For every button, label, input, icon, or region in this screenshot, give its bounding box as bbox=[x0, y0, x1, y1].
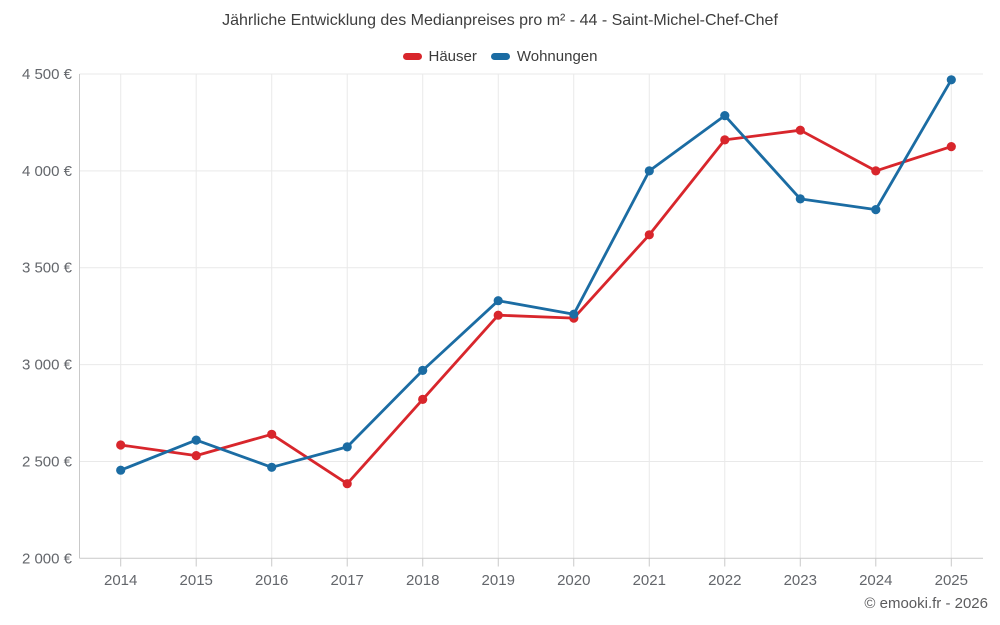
y-axis-tick-label: 2 000 € bbox=[22, 550, 73, 567]
y-axis-tick-label: 4 000 € bbox=[22, 163, 73, 180]
series-point-hauser-2024[interactable] bbox=[871, 166, 881, 176]
x-axis-tick-label: 2015 bbox=[180, 572, 213, 589]
x-axis-tick-label: 2019 bbox=[482, 572, 515, 589]
y-axis-tick-label: 2 500 € bbox=[22, 453, 73, 470]
legend-label-wohnungen: Wohnungen bbox=[516, 47, 598, 65]
series-point-wohnungen-2021[interactable] bbox=[644, 166, 654, 176]
series-point-hauser-2021[interactable] bbox=[644, 230, 654, 240]
y-axis-tick-label: 3 000 € bbox=[22, 357, 73, 374]
x-axis-tick-label: 2018 bbox=[406, 572, 439, 589]
x-axis-tick-label: 2023 bbox=[784, 572, 817, 589]
series-point-wohnungen-2015[interactable] bbox=[191, 435, 201, 445]
series-point-hauser-2023[interactable] bbox=[795, 125, 805, 135]
series-point-wohnungen-2023[interactable] bbox=[795, 194, 805, 204]
series-point-hauser-2018[interactable] bbox=[418, 394, 428, 404]
legend-item-wohnungen[interactable]: Wohnungen bbox=[490, 47, 598, 65]
series-point-hauser-2014[interactable] bbox=[116, 440, 126, 450]
x-axis-tick-label: 2017 bbox=[331, 572, 364, 589]
series-point-hauser-2025[interactable] bbox=[946, 142, 956, 152]
series-point-wohnungen-2024[interactable] bbox=[871, 205, 881, 215]
series-point-hauser-2022[interactable] bbox=[720, 135, 730, 145]
series-point-wohnungen-2020[interactable] bbox=[569, 309, 579, 319]
x-axis-tick-label: 2022 bbox=[708, 572, 741, 589]
chart-title: Jährliche Entwicklung des Medianpreises … bbox=[222, 12, 778, 29]
footer-credit: © emooki.fr - 2026 bbox=[864, 595, 988, 612]
series-line-wohnungen bbox=[119, 78, 953, 472]
series-point-hauser-2016[interactable] bbox=[267, 429, 277, 439]
series-point-wohnungen-2014[interactable] bbox=[116, 465, 126, 475]
series-point-wohnungen-2022[interactable] bbox=[720, 111, 730, 121]
series-point-wohnungen-2016[interactable] bbox=[267, 462, 277, 472]
x-axis-tick-label: 2016 bbox=[255, 572, 288, 589]
series-line-hauser bbox=[119, 128, 953, 486]
legend-item-hauser[interactable]: Häuser bbox=[402, 47, 477, 65]
legend-label-hauser: Häuser bbox=[428, 47, 477, 65]
x-axis-tick-label: 2025 bbox=[935, 572, 968, 589]
series-point-hauser-2017[interactable] bbox=[342, 479, 352, 489]
wohnungen-series-swatch-icon bbox=[490, 52, 510, 60]
series-point-hauser-2015[interactable] bbox=[191, 451, 201, 461]
y-axis-tick-label: 3 500 € bbox=[22, 260, 73, 277]
series-point-wohnungen-2019[interactable] bbox=[493, 296, 503, 306]
legend: Häuser Wohnungen bbox=[0, 47, 1000, 65]
x-axis-tick-label: 2021 bbox=[633, 572, 666, 589]
series-point-wohnungen-2017[interactable] bbox=[342, 442, 352, 452]
series-point-wohnungen-2018[interactable] bbox=[418, 365, 428, 375]
x-axis-tick-label: 2014 bbox=[104, 572, 137, 589]
hauser-series-swatch-icon bbox=[402, 52, 422, 60]
x-axis-tick-label: 2020 bbox=[557, 572, 590, 589]
series-point-hauser-2019[interactable] bbox=[493, 310, 503, 320]
series-point-wohnungen-2025[interactable] bbox=[946, 75, 956, 85]
y-axis-tick-label: 4 500 € bbox=[22, 66, 73, 83]
x-axis-tick-label: 2024 bbox=[859, 572, 892, 589]
